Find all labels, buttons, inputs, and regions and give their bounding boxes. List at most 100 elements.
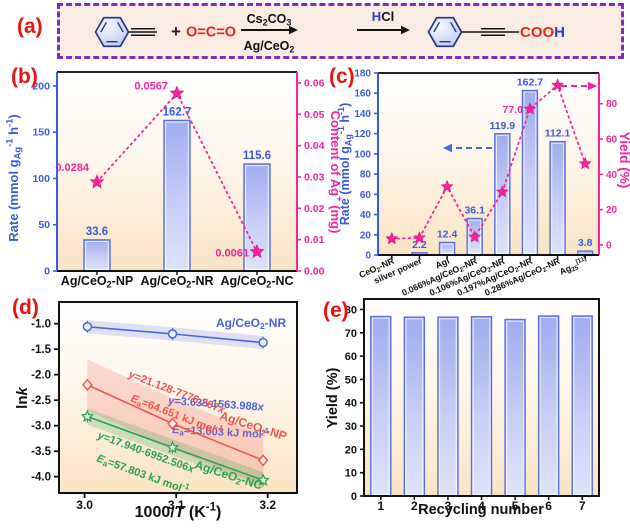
data-point bbox=[256, 473, 270, 486]
category-label: Ag25[11] bbox=[558, 255, 590, 278]
benzene-ring bbox=[94, 16, 130, 48]
bar bbox=[521, 89, 539, 256]
y-tick-label: 0.00 bbox=[304, 266, 325, 278]
panel-label-c: (c) bbox=[329, 65, 355, 88]
y-tick-label: 50 bbox=[38, 219, 50, 231]
y-axis-title: lnk bbox=[14, 387, 31, 409]
y-tick-label: -1.5 bbox=[31, 344, 51, 356]
data-point bbox=[165, 440, 180, 454]
panel-label-e: (e) bbox=[323, 299, 349, 322]
y-tick-label: 50 bbox=[345, 374, 357, 386]
y-tick-label: 150 bbox=[32, 127, 50, 139]
scatter-dotted-line bbox=[390, 83, 587, 240]
arrowhead-icon bbox=[443, 143, 452, 153]
reaction-scheme-box bbox=[57, 3, 624, 59]
y-tick-label: 100 bbox=[354, 149, 371, 160]
y-tick-label: 10 bbox=[345, 468, 357, 480]
data-point bbox=[258, 337, 268, 348]
y-tick-label: 0 bbox=[351, 491, 357, 503]
bars bbox=[411, 89, 594, 256]
y-tick-label: 40 bbox=[360, 210, 372, 221]
y-tick-label: -1.0 bbox=[31, 319, 51, 331]
bar bbox=[504, 318, 526, 497]
star-marker bbox=[551, 78, 565, 91]
bar-value-label: 162.7 bbox=[163, 106, 192, 118]
scatter-value-label: 0.0284 bbox=[55, 162, 90, 174]
category-label: 3 bbox=[445, 499, 452, 513]
bars bbox=[83, 119, 271, 272]
data-point bbox=[82, 321, 93, 332]
bar-value-label: 162.7 bbox=[517, 76, 543, 88]
benzene-ring bbox=[427, 16, 463, 48]
panel-label-a: (a) bbox=[17, 15, 43, 38]
category-label: 2 bbox=[411, 499, 418, 513]
star-marker bbox=[495, 185, 509, 198]
y-tick-label: -3.5 bbox=[31, 446, 51, 458]
y-tick-label: 20 bbox=[360, 230, 372, 241]
y-tick-label: -4.0 bbox=[31, 472, 51, 484]
bar bbox=[83, 239, 111, 272]
reagent-base-label: Cs2CO3 bbox=[247, 12, 292, 27]
y-tick-label: 0.02 bbox=[304, 203, 325, 215]
category-label: 5 bbox=[512, 499, 519, 513]
y-tick-label: 70 bbox=[345, 328, 357, 340]
bar-value-label: 36.1 bbox=[464, 204, 485, 216]
y-tick-label: 180 bbox=[354, 69, 371, 80]
scatter-value-label: 77.0 bbox=[503, 104, 524, 116]
star-marker bbox=[523, 102, 537, 115]
star-marker bbox=[468, 230, 482, 243]
star-marker bbox=[440, 179, 454, 193]
series-equation: y=3.635-1563.988x bbox=[167, 395, 265, 414]
x-tick-label: 3.0 bbox=[76, 498, 93, 512]
y-tick-label: 60 bbox=[345, 351, 357, 363]
arrowhead-icon bbox=[401, 25, 410, 35]
category-label: Ag/CeO2-NP bbox=[61, 274, 133, 289]
bar bbox=[537, 315, 560, 497]
y-axis-title-right: Yield (%) bbox=[617, 132, 630, 189]
co2-label: O=C=O bbox=[186, 25, 236, 41]
data-point bbox=[82, 378, 93, 391]
bar bbox=[549, 140, 566, 256]
star-marker bbox=[578, 156, 592, 170]
chart-rate-ag-content: 33.6 162.7 115.6 0.0284 0.0567 0.0061 0 50 100 15… bbox=[4, 71, 346, 289]
star-marker bbox=[249, 244, 265, 259]
reaction-scheme: + O=C=O Cs2CO3 Ag/CeO2 HCl COOH bbox=[94, 9, 565, 54]
y-tick-label: 0.04 bbox=[304, 140, 325, 152]
plus-sign: + bbox=[171, 22, 181, 41]
y-tick-label: 40 bbox=[345, 398, 357, 410]
scatter-value-label: 0.0567 bbox=[134, 80, 168, 92]
arrowhead-icon bbox=[289, 25, 298, 35]
bar-value-label: 119.9 bbox=[489, 120, 515, 132]
plot-background bbox=[378, 73, 599, 255]
series-name: Ag/CeO2-NR bbox=[216, 316, 286, 331]
y-tick-label: 200 bbox=[32, 80, 50, 92]
y-tick-label: 0.03 bbox=[304, 171, 325, 183]
bar-value-label: 3.8 bbox=[578, 237, 593, 249]
data-point bbox=[167, 417, 178, 430]
y-tick-label: 20 bbox=[606, 205, 618, 216]
x-axis-title: Recycling number bbox=[418, 502, 544, 518]
y-tick-label: 80 bbox=[606, 99, 618, 110]
cooh-label: COOH bbox=[520, 24, 565, 41]
panel-label-b: (b) bbox=[11, 65, 38, 88]
bar-value-label: 115.6 bbox=[243, 150, 271, 162]
y-tick-label: 100 bbox=[32, 173, 50, 185]
y-tick-label: 80 bbox=[345, 304, 357, 316]
x-tick-label: 3.2 bbox=[259, 498, 276, 512]
y-tick-label: 20 bbox=[345, 444, 357, 456]
star-marker bbox=[89, 174, 105, 189]
scatter-value-label: 0.0061 bbox=[215, 247, 249, 259]
bar bbox=[403, 316, 426, 497]
y-tick-label: 0 bbox=[606, 240, 612, 251]
y-tick-label: 40 bbox=[606, 170, 618, 181]
bar-value-label: 33.6 bbox=[86, 226, 108, 238]
y-tick-label: 60 bbox=[606, 135, 618, 146]
bar bbox=[470, 316, 493, 497]
y-axis-title-right: Content of Ag+ (mg) bbox=[328, 111, 346, 234]
category-label: 4 bbox=[478, 499, 485, 513]
y-tick-label: 0.05 bbox=[304, 109, 325, 121]
star-marker bbox=[385, 232, 399, 245]
star-marker bbox=[169, 85, 185, 100]
bar-value-label: 12.4 bbox=[437, 228, 458, 240]
